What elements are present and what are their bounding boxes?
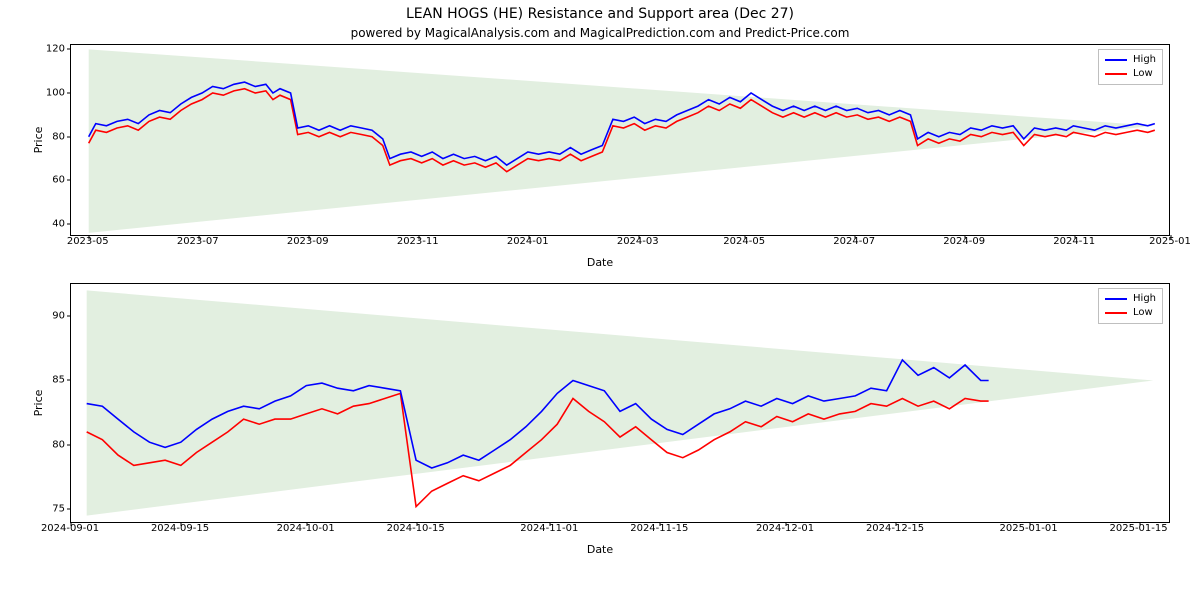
ytick-label: 40 (31, 219, 65, 230)
ytick-label: 80 (31, 439, 65, 450)
legend: High Low (1098, 49, 1163, 85)
xtick-label: 2023-07 (177, 236, 219, 247)
legend-low-label: Low (1133, 67, 1153, 81)
ytick-label: 80 (31, 131, 65, 142)
ytick-label: 100 (31, 88, 65, 99)
legend-low-line (1105, 312, 1127, 314)
ytick-label: 90 (31, 311, 65, 322)
xtick-label: 2024-12-15 (866, 523, 924, 534)
bottom-chart: Price MagicalAnalysis.com MagicalPredict… (70, 283, 1170, 523)
xtick-label: 2024-12-01 (756, 523, 814, 534)
xtick-label: 2024-11-01 (520, 523, 578, 534)
xtick-label: 2024-01 (507, 236, 549, 247)
legend-high-line (1105, 298, 1127, 300)
bottom-xticks: 2024-09-012024-09-152024-10-012024-10-15… (70, 523, 1170, 539)
top-chart: Price MagicalAnalysis.com MagicalPredict… (70, 44, 1170, 236)
xtick-label: 2024-09 (943, 236, 985, 247)
xtick-label: 2024-03 (617, 236, 659, 247)
ytick-label: 75 (31, 504, 65, 515)
xtick-label: 2024-11-15 (630, 523, 688, 534)
xtick-label: 2023-09 (287, 236, 329, 247)
xtick-label: 2024-07 (833, 236, 875, 247)
xtick-label: 2025-01-01 (1000, 523, 1058, 534)
xtick-label: 2025-01 (1149, 236, 1191, 247)
page-title: LEAN HOGS (HE) Resistance and Support ar… (0, 6, 1200, 22)
xtick-label: 2024-09-15 (151, 523, 209, 534)
bottom-xlabel: Date (0, 543, 1200, 556)
xtick-label: 2024-11 (1053, 236, 1095, 247)
xtick-label: 2024-10-01 (277, 523, 335, 534)
legend-high-line (1105, 59, 1127, 61)
top-chart-svg (71, 45, 1169, 235)
xtick-label: 2024-10-15 (387, 523, 445, 534)
ytick-label: 60 (31, 175, 65, 186)
ytick-label: 120 (31, 44, 65, 55)
xtick-label: 2025-01-15 (1110, 523, 1168, 534)
top-xticks: 2023-05 2023-07 2023-09 2023-11 2024-01 2024-… (70, 236, 1170, 252)
xtick-label: 2024-05 (723, 236, 765, 247)
legend: High Low (1098, 288, 1163, 324)
xtick-label: 2023-05 (67, 236, 109, 247)
xtick-label: 2024-09-01 (41, 523, 99, 534)
legend-low-label: Low (1133, 306, 1153, 320)
xtick-label: 2023-11 (397, 236, 439, 247)
legend-low-line (1105, 73, 1127, 75)
legend-high-label: High (1133, 292, 1156, 306)
ytick-label: 85 (31, 375, 65, 386)
subtitle: powered by MagicalAnalysis.com and Magic… (0, 26, 1200, 40)
bottom-ylabel: Price (32, 390, 45, 417)
top-xlabel: Date (0, 256, 1200, 269)
bottom-chart-svg (71, 284, 1169, 522)
legend-high-label: High (1133, 53, 1156, 67)
